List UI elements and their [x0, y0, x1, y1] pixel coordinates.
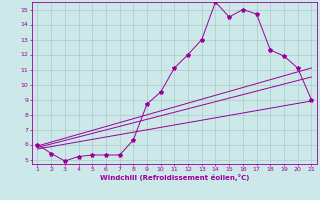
X-axis label: Windchill (Refroidissement éolien,°C): Windchill (Refroidissement éolien,°C) — [100, 174, 249, 181]
